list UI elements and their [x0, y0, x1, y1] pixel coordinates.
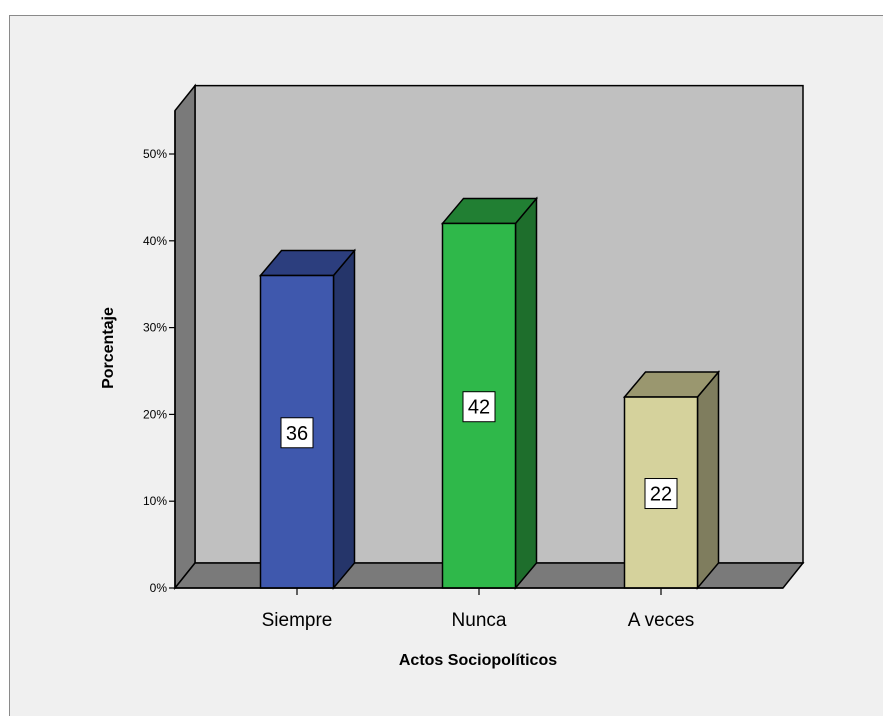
- y-tick-label: 10%: [143, 494, 167, 508]
- y-axis-title: Porcentaje: [100, 307, 117, 389]
- data-label: 22: [650, 484, 672, 506]
- y-tick-label: 0%: [150, 581, 168, 595]
- x-axis-title: Actos Sociopolíticos: [399, 652, 557, 669]
- data-label-box: [462, 391, 496, 423]
- data-label-box: [280, 417, 314, 449]
- y-tick-label: 20%: [143, 407, 167, 421]
- y-tick-label: 40%: [143, 234, 167, 248]
- bar-side: [696, 369, 720, 591]
- y-axis: 0% 10% 20% 30% 40% 50%: [143, 110, 176, 595]
- plot-left-wall: [174, 83, 196, 591]
- x-tick-label: A veces: [628, 610, 695, 631]
- data-label: 36: [286, 423, 308, 445]
- bar-side: [332, 248, 356, 591]
- bar-side: [514, 196, 538, 591]
- x-axis: Siempre Nunca A veces: [175, 587, 783, 631]
- data-label-box: [644, 478, 678, 510]
- bar-nunca: 42: [440, 196, 539, 591]
- x-tick-label: Nunca: [452, 610, 507, 631]
- bar-siempre: 36: [258, 248, 357, 591]
- y-tick-label: 50%: [143, 147, 167, 161]
- y-tick-label: 30%: [143, 321, 167, 335]
- x-tick-label: Siempre: [262, 610, 333, 631]
- bar-a-veces: 22: [622, 369, 721, 591]
- data-label: 42: [468, 397, 490, 419]
- bars: 36 42 22: [258, 196, 721, 591]
